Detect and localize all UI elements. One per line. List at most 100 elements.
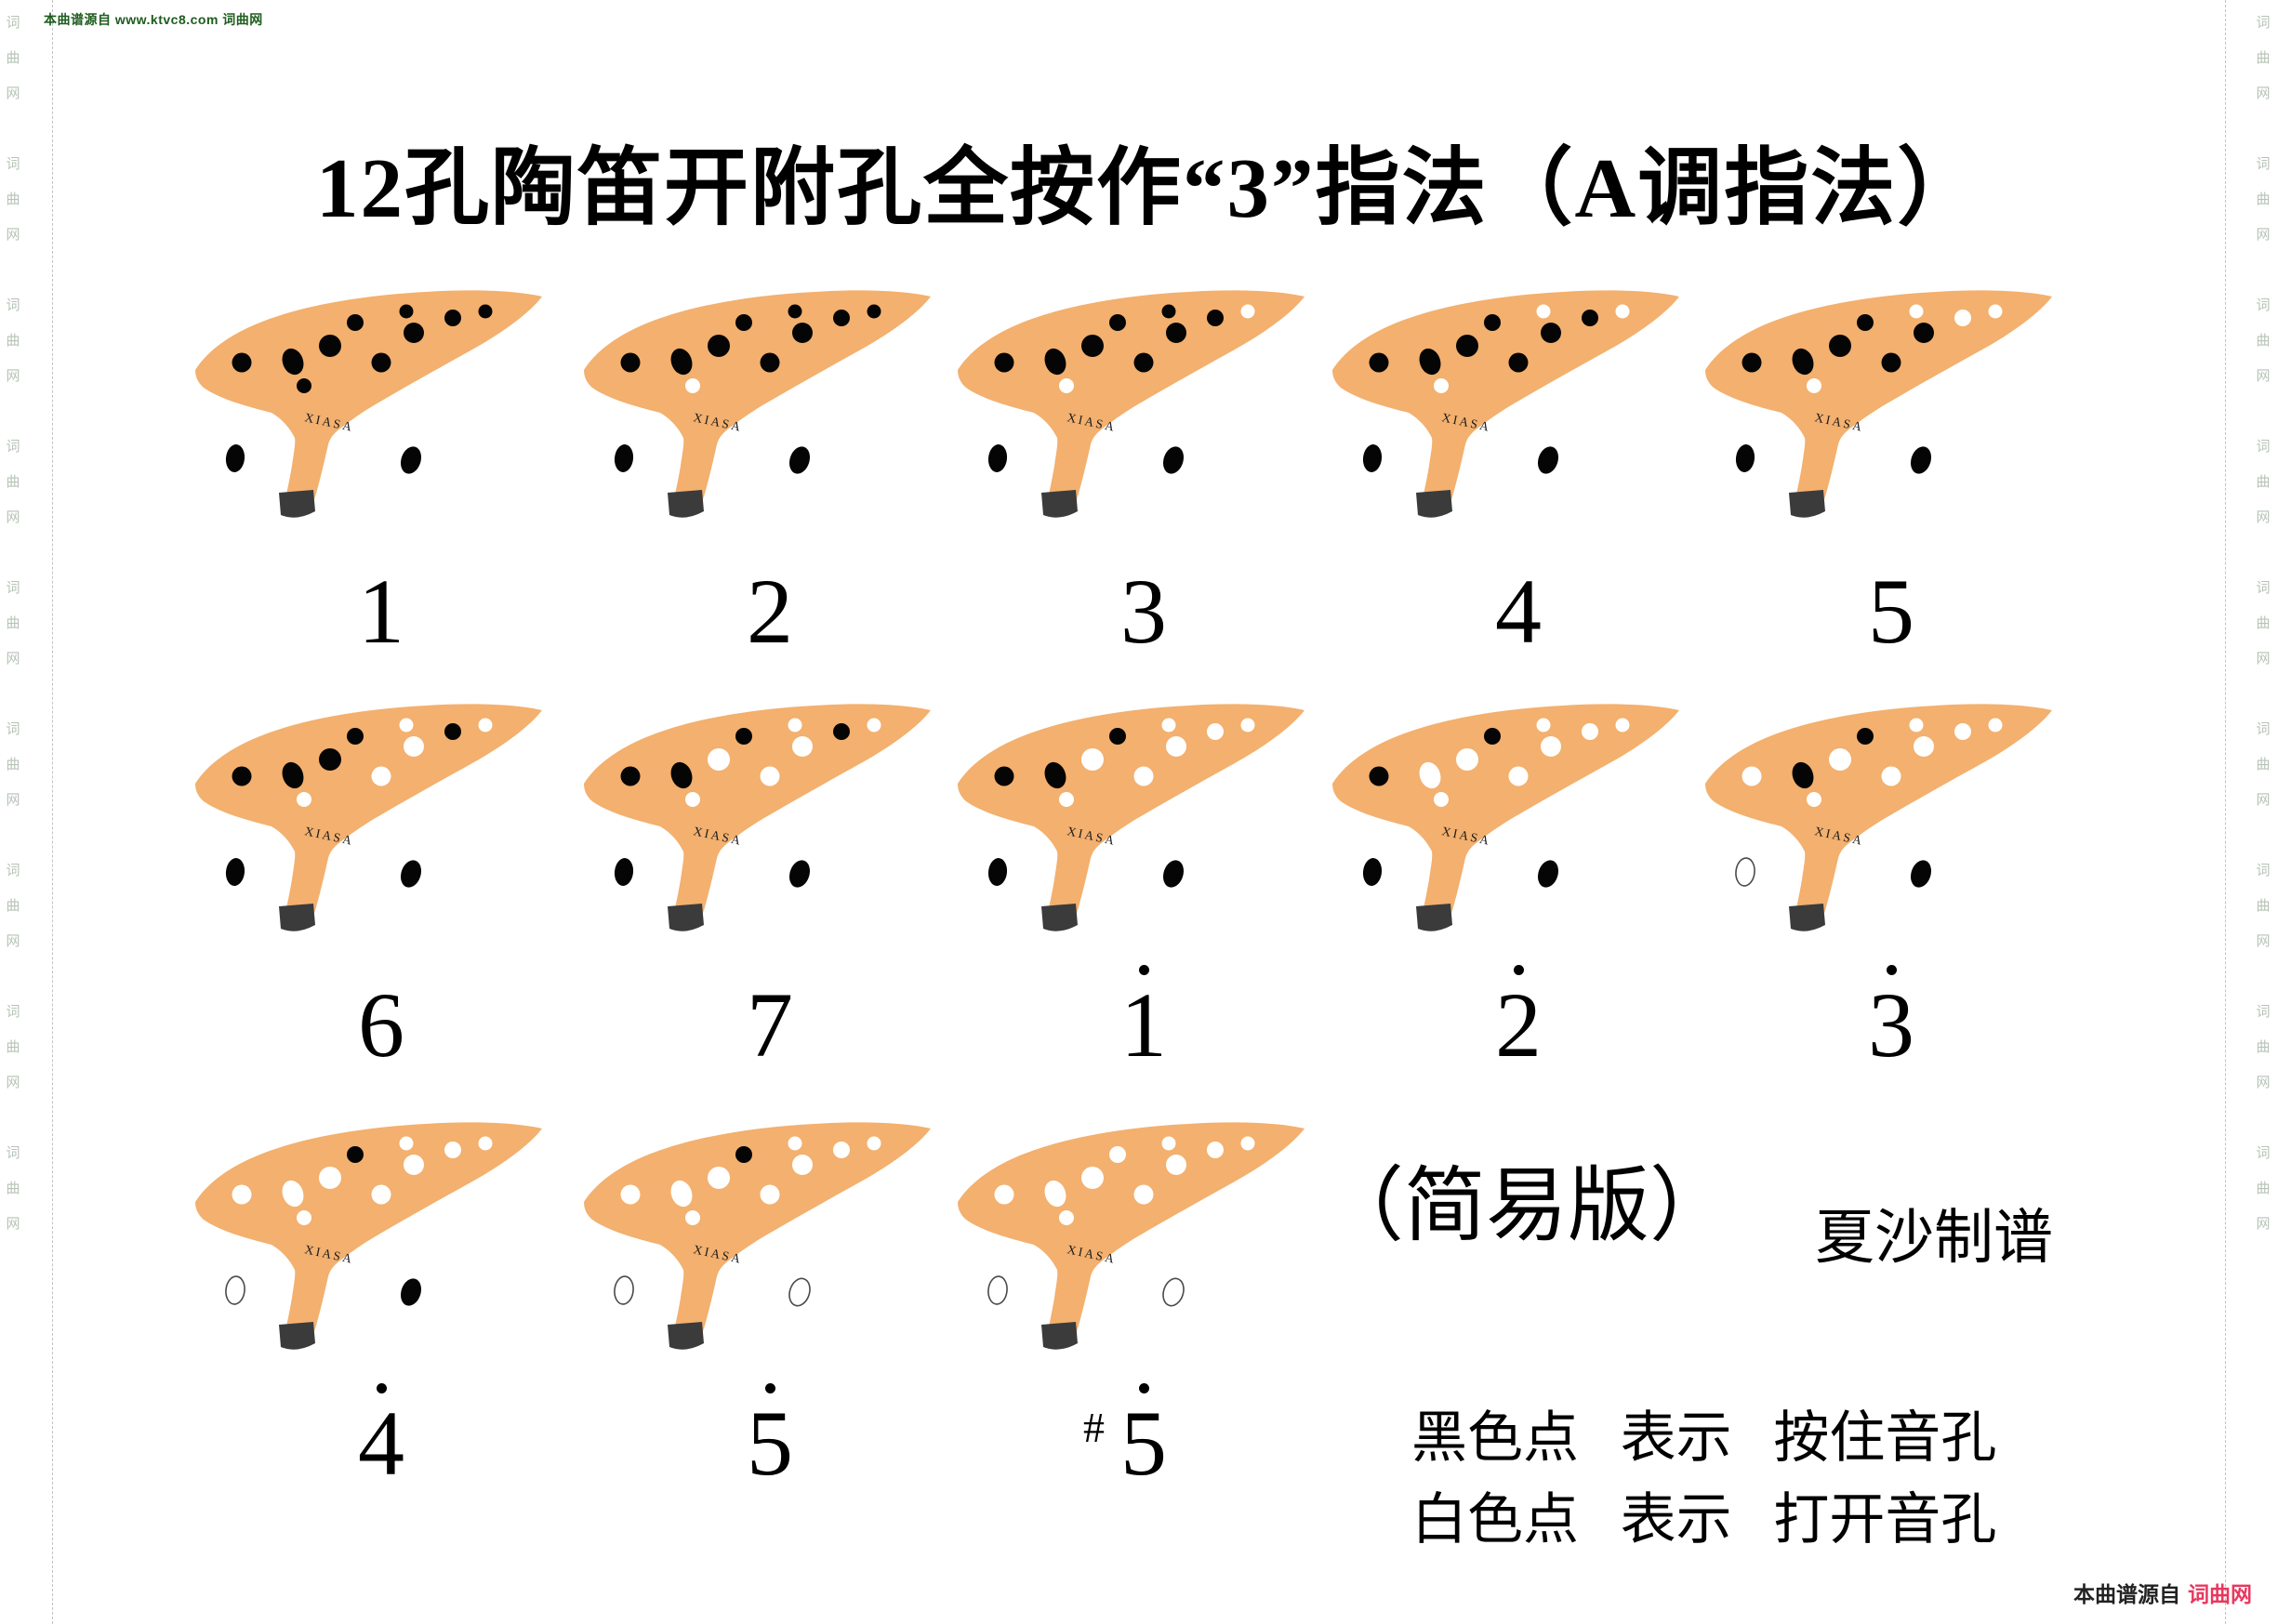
watermark-char: 网 — [2256, 509, 2271, 525]
hole-I-open — [1954, 310, 1971, 326]
hole-B-closed — [1792, 761, 1814, 789]
hole-E-closed — [1857, 314, 1874, 331]
note-number: 4 — [1495, 560, 1542, 663]
hole-B-closed — [1419, 348, 1441, 376]
ocarina-diagram-sharp-5-high: XIASA — [958, 1122, 1305, 1350]
ocarina-diagram-2: XIASA — [584, 290, 931, 518]
hole-A-closed — [620, 766, 641, 786]
ocarina-diagram-2-high: XIASA — [1332, 704, 1679, 931]
hole-G-closed — [1161, 304, 1176, 319]
watermark-char: 曲 — [6, 50, 20, 66]
watermark-char: 网 — [6, 368, 20, 384]
hole-C-open — [1807, 792, 1821, 807]
left-dashed-border — [52, 0, 53, 1624]
hole-J-open — [1988, 718, 2003, 733]
legend-white-dot: 白色点 表示 打开音孔 — [1411, 1488, 1997, 1551]
hole-K-closed — [225, 444, 245, 472]
hole-D-closed — [1456, 335, 1478, 357]
watermark-char: 曲 — [6, 615, 20, 631]
hole-E-open — [1109, 1146, 1126, 1163]
watermark-char: 曲 — [2256, 50, 2271, 66]
mouthpiece-cap — [1416, 490, 1452, 518]
note-number: #5 — [1083, 1392, 1167, 1495]
hole-L-closed — [400, 860, 422, 888]
note-number: 3 — [1868, 973, 1914, 1076]
hole-C-open — [297, 1210, 311, 1225]
hole-D-closed — [319, 335, 341, 357]
watermark-char: 曲 — [2256, 1039, 2271, 1055]
hole-D-closed — [1829, 335, 1851, 357]
hole-C-open — [685, 378, 700, 393]
hole-J-open — [1615, 718, 1630, 733]
hole-I-open — [1207, 723, 1224, 740]
hole-J-open — [1240, 1136, 1255, 1151]
hole-L-open — [788, 1277, 811, 1307]
watermark-char: 曲 — [6, 474, 20, 490]
hole-G-open — [1161, 1136, 1176, 1151]
hole-D-open — [1829, 748, 1851, 771]
mouthpiece-cap — [1041, 490, 1078, 518]
watermark-char: 词 — [6, 721, 20, 737]
hole-L-closed — [400, 1278, 422, 1306]
hole-L-closed — [1162, 446, 1185, 474]
watermark-char: 网 — [2256, 651, 2271, 667]
ocarina-body — [958, 704, 1305, 928]
watermark-char: 网 — [2256, 86, 2271, 101]
hole-A-closed — [1369, 766, 1389, 786]
edition-label: （简易版） — [1322, 1159, 1732, 1251]
mouthpiece-cap — [279, 490, 315, 518]
left-watermark-column: 词曲网词曲网词曲网词曲网词曲网词曲网词曲网词曲网词曲网 — [1, 6, 25, 1277]
hole-H-open — [404, 736, 424, 757]
hole-G-open — [1909, 304, 1924, 319]
hole-D-open — [708, 748, 730, 771]
note-number: 5 — [1868, 560, 1914, 663]
hole-J-closed — [867, 304, 881, 319]
watermark-char: 词 — [6, 580, 20, 596]
watermark-char: 词 — [2256, 863, 2271, 878]
source-note-bottom: 本曲谱源自 词曲网 — [2073, 1577, 2252, 1608]
hole-E-closed — [347, 1146, 364, 1163]
source-note-bottom-brand: 词曲网 — [2188, 1582, 2252, 1606]
ocarina-body — [1332, 290, 1679, 514]
right-dashed-border — [2225, 0, 2226, 1624]
watermark-char: 曲 — [6, 1039, 20, 1055]
hole-J-open — [867, 718, 881, 733]
note-label-6: 6 — [186, 962, 576, 1072]
hole-I-open — [1582, 723, 1598, 740]
hole-A-closed — [994, 766, 1014, 786]
hole-A-open — [620, 1184, 641, 1205]
hole-F-open — [1881, 766, 1901, 786]
hole-B-closed — [670, 348, 693, 376]
hole-I-closed — [833, 723, 850, 740]
hole-G-open — [788, 1136, 802, 1151]
hole-K-open — [225, 1275, 245, 1305]
hole-A-closed — [1742, 352, 1762, 373]
hole-I-open — [444, 1142, 461, 1158]
hole-E-closed — [1109, 314, 1126, 331]
hole-I-closed — [1582, 310, 1598, 326]
watermark-char: 网 — [2256, 792, 2271, 808]
watermark-char: 词 — [6, 297, 20, 313]
hole-D-open — [319, 1167, 341, 1189]
note-label-4: 4 — [1323, 548, 1714, 663]
hole-G-open — [1161, 718, 1176, 733]
mouthpiece-cap — [1416, 904, 1452, 931]
ocarina-body — [195, 290, 542, 514]
hole-E-closed — [735, 314, 752, 331]
hole-E-closed — [347, 314, 364, 331]
hole-K-closed — [614, 858, 634, 886]
credit-label: 夏沙制谱 — [1815, 1204, 2053, 1271]
ocarina-body — [195, 704, 542, 928]
ocarina-body — [1705, 704, 2052, 928]
watermark-char: 网 — [6, 1216, 20, 1232]
hole-J-open — [1615, 304, 1630, 319]
hole-H-closed — [404, 323, 424, 343]
note-label-2-high: 2 — [1323, 962, 1714, 1072]
watermark-char: 曲 — [2256, 898, 2271, 914]
hole-A-closed — [994, 352, 1014, 373]
hole-I-open — [1207, 1142, 1224, 1158]
hole-H-closed — [1914, 323, 1934, 343]
note-label-1: 1 — [186, 548, 576, 658]
mouthpiece-cap — [1789, 904, 1825, 931]
